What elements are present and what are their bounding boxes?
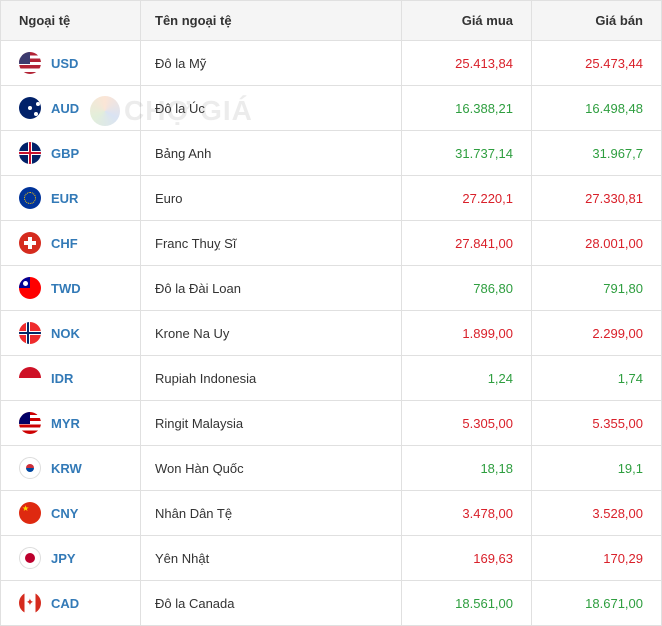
flag-icon bbox=[19, 232, 41, 254]
currency-name: Đô la Mỹ bbox=[141, 41, 402, 86]
currency-code-link[interactable]: CAD bbox=[51, 596, 79, 611]
currency-code-link[interactable]: JPY bbox=[51, 551, 76, 566]
table-row: CAD Đô la Canada18.561,0018.671,00 bbox=[1, 581, 662, 626]
flag-icon bbox=[19, 52, 41, 74]
buy-price: 786,80 bbox=[402, 266, 532, 311]
table-row: GBP Bảng Anh31.737,1431.967,7 bbox=[1, 131, 662, 176]
sell-price: 18.671,00 bbox=[532, 581, 662, 626]
buy-price: 27.220,1 bbox=[402, 176, 532, 221]
buy-price: 25.413,84 bbox=[402, 41, 532, 86]
flag-icon bbox=[19, 502, 41, 524]
code-cell: CNY bbox=[1, 491, 141, 536]
currency-code-link[interactable]: AUD bbox=[51, 101, 79, 116]
sell-price: 1,74 bbox=[532, 356, 662, 401]
table-header-row: Ngoại tệ Tên ngoại tệ Giá mua Giá bán bbox=[1, 1, 662, 41]
table-row: CNY Nhân Dân Tệ3.478,003.528,00 bbox=[1, 491, 662, 536]
flag-icon bbox=[19, 322, 41, 344]
currency-name: Krone Na Uy bbox=[141, 311, 402, 356]
currency-name: Đô la Đài Loan bbox=[141, 266, 402, 311]
flag-icon bbox=[19, 97, 41, 119]
currency-code-link[interactable]: MYR bbox=[51, 416, 80, 431]
flag-icon bbox=[19, 142, 41, 164]
flag-icon bbox=[19, 367, 41, 389]
header-code: Ngoại tệ bbox=[1, 1, 141, 41]
flag-icon bbox=[19, 457, 41, 479]
flag-icon bbox=[19, 277, 41, 299]
code-cell: CHF bbox=[1, 221, 141, 266]
currency-name: Ringit Malaysia bbox=[141, 401, 402, 446]
code-cell: IDR bbox=[1, 356, 141, 401]
code-cell: KRW bbox=[1, 446, 141, 491]
code-cell: JPY bbox=[1, 536, 141, 581]
currency-name: Rupiah Indonesia bbox=[141, 356, 402, 401]
flag-icon bbox=[19, 187, 41, 209]
sell-price: 2.299,00 bbox=[532, 311, 662, 356]
sell-price: 19,1 bbox=[532, 446, 662, 491]
currency-code-link[interactable]: NOK bbox=[51, 326, 80, 341]
header-sell: Giá bán bbox=[532, 1, 662, 41]
currency-code-link[interactable]: IDR bbox=[51, 371, 73, 386]
currency-code-link[interactable]: USD bbox=[51, 56, 78, 71]
table-row: EUR Euro27.220,127.330,81 bbox=[1, 176, 662, 221]
sell-price: 27.330,81 bbox=[532, 176, 662, 221]
buy-price: 1.899,00 bbox=[402, 311, 532, 356]
sell-price: 791,80 bbox=[532, 266, 662, 311]
table-row: MYR Ringit Malaysia5.305,005.355,00 bbox=[1, 401, 662, 446]
currency-code-link[interactable]: EUR bbox=[51, 191, 78, 206]
table-row: USD Đô la Mỹ25.413,8425.473,44 bbox=[1, 41, 662, 86]
currency-name: Bảng Anh bbox=[141, 131, 402, 176]
table-row: AUD Đô la Úc16.388,2116.498,48 bbox=[1, 86, 662, 131]
buy-price: 5.305,00 bbox=[402, 401, 532, 446]
flag-icon bbox=[19, 412, 41, 434]
code-cell: EUR bbox=[1, 176, 141, 221]
header-name: Tên ngoại tệ bbox=[141, 1, 402, 41]
table-row: JPY Yên Nhật169,63170,29 bbox=[1, 536, 662, 581]
code-cell: GBP bbox=[1, 131, 141, 176]
table-row: CHF Franc Thuỵ Sĩ27.841,0028.001,00 bbox=[1, 221, 662, 266]
buy-price: 16.388,21 bbox=[402, 86, 532, 131]
sell-price: 25.473,44 bbox=[532, 41, 662, 86]
currency-name: Won Hàn Quốc bbox=[141, 446, 402, 491]
buy-price: 169,63 bbox=[402, 536, 532, 581]
code-cell: NOK bbox=[1, 311, 141, 356]
table-row: KRW Won Hàn Quốc18,1819,1 bbox=[1, 446, 662, 491]
buy-price: 18,18 bbox=[402, 446, 532, 491]
currency-name: Đô la Úc bbox=[141, 86, 402, 131]
sell-price: 5.355,00 bbox=[532, 401, 662, 446]
currency-name: Nhân Dân Tệ bbox=[141, 491, 402, 536]
buy-price: 18.561,00 bbox=[402, 581, 532, 626]
sell-price: 170,29 bbox=[532, 536, 662, 581]
buy-price: 3.478,00 bbox=[402, 491, 532, 536]
currency-name: Đô la Canada bbox=[141, 581, 402, 626]
code-cell: TWD bbox=[1, 266, 141, 311]
code-cell: MYR bbox=[1, 401, 141, 446]
flag-icon bbox=[19, 592, 41, 614]
buy-price: 1,24 bbox=[402, 356, 532, 401]
currency-code-link[interactable]: KRW bbox=[51, 461, 82, 476]
currency-name: Franc Thuỵ Sĩ bbox=[141, 221, 402, 266]
currency-name: Euro bbox=[141, 176, 402, 221]
code-cell: CAD bbox=[1, 581, 141, 626]
sell-price: 3.528,00 bbox=[532, 491, 662, 536]
table-row: NOK Krone Na Uy1.899,002.299,00 bbox=[1, 311, 662, 356]
sell-price: 31.967,7 bbox=[532, 131, 662, 176]
table-row: TWD Đô la Đài Loan786,80791,80 bbox=[1, 266, 662, 311]
code-cell: USD bbox=[1, 41, 141, 86]
exchange-rate-table: Ngoại tệ Tên ngoại tệ Giá mua Giá bán US… bbox=[0, 0, 662, 626]
sell-price: 28.001,00 bbox=[532, 221, 662, 266]
currency-code-link[interactable]: GBP bbox=[51, 146, 79, 161]
table-row: IDR Rupiah Indonesia1,241,74 bbox=[1, 356, 662, 401]
buy-price: 27.841,00 bbox=[402, 221, 532, 266]
currency-name: Yên Nhật bbox=[141, 536, 402, 581]
code-cell: AUD bbox=[1, 86, 141, 131]
buy-price: 31.737,14 bbox=[402, 131, 532, 176]
flag-icon bbox=[19, 547, 41, 569]
header-buy: Giá mua bbox=[402, 1, 532, 41]
sell-price: 16.498,48 bbox=[532, 86, 662, 131]
currency-code-link[interactable]: CNY bbox=[51, 506, 78, 521]
currency-code-link[interactable]: CHF bbox=[51, 236, 78, 251]
currency-code-link[interactable]: TWD bbox=[51, 281, 81, 296]
